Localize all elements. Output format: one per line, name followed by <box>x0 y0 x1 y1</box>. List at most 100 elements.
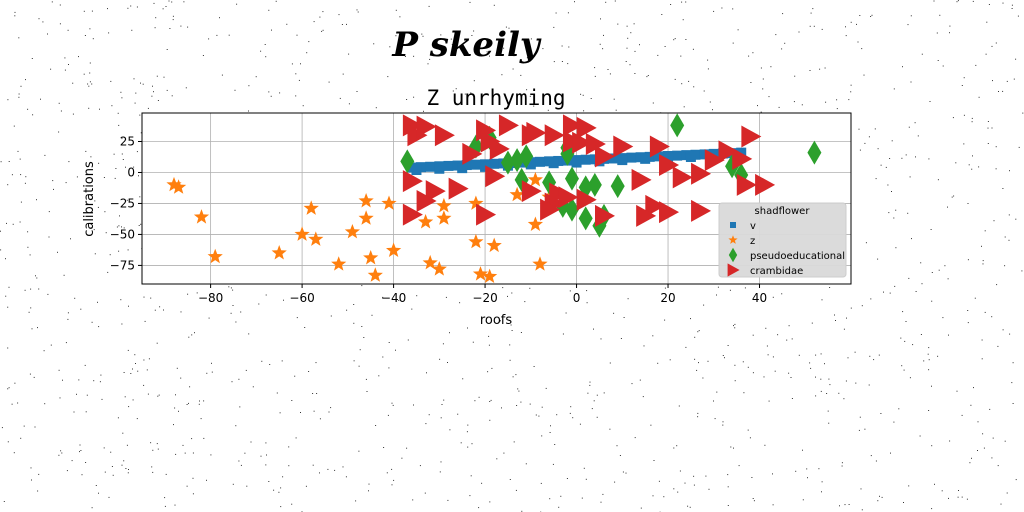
speckle <box>850 84 852 86</box>
speckle <box>750 82 752 83</box>
speckle <box>59 4 61 6</box>
data-point-v <box>480 161 491 172</box>
speckle <box>312 393 314 394</box>
speckle <box>11 174 13 176</box>
speckle <box>760 111 762 113</box>
speckle <box>895 209 897 211</box>
speckle <box>294 375 296 377</box>
speckle <box>898 408 900 410</box>
speckle <box>180 377 182 379</box>
speckle <box>591 408 593 410</box>
speckle <box>327 468 329 470</box>
data-point-v <box>663 153 674 164</box>
speckle <box>104 471 106 473</box>
speckle <box>937 355 939 357</box>
speckle <box>478 396 480 398</box>
speckle <box>140 82 141 84</box>
data-point-crambidae <box>755 173 776 196</box>
speckle <box>1002 90 1004 92</box>
speckle <box>929 101 931 102</box>
speckle <box>970 404 972 406</box>
speckle <box>203 437 205 439</box>
speckle <box>152 85 153 87</box>
speckle <box>99 108 100 110</box>
speckle <box>216 34 218 36</box>
speckle <box>983 447 985 449</box>
data-point-crambidae <box>732 147 753 170</box>
data-point-v <box>425 161 436 172</box>
speckle <box>373 43 375 45</box>
speckle <box>391 484 393 486</box>
speckle <box>146 369 148 371</box>
speckle <box>300 63 301 65</box>
speckle <box>122 159 124 160</box>
speckle <box>48 211 50 213</box>
speckle <box>261 360 263 362</box>
speckle <box>815 395 817 397</box>
speckle <box>271 29 272 31</box>
speckle <box>687 505 689 507</box>
x-axis-label: roofs <box>480 313 513 328</box>
data-point-v <box>548 158 559 169</box>
speckle <box>570 406 572 408</box>
speckle <box>447 362 448 363</box>
speckle <box>854 351 856 353</box>
speckle <box>440 34 442 36</box>
speckle <box>766 345 768 347</box>
speckle <box>931 272 933 273</box>
speckle <box>128 469 129 470</box>
speckle <box>850 307 852 309</box>
speckle <box>88 107 90 109</box>
data-point-crambidae <box>434 124 455 147</box>
speckle <box>511 330 513 331</box>
speckle <box>268 91 270 93</box>
speckle <box>491 367 493 369</box>
speckle <box>279 92 281 94</box>
speckle <box>627 37 629 39</box>
speckle <box>902 66 903 68</box>
speckle <box>844 504 846 506</box>
speckle <box>487 371 489 373</box>
data-point-crambidae <box>594 145 615 168</box>
speckle <box>119 215 120 217</box>
speckle <box>470 475 472 477</box>
speckle <box>143 384 145 386</box>
speckle <box>520 401 522 403</box>
speckle <box>422 35 424 37</box>
speckle <box>734 380 736 382</box>
speckle <box>427 63 429 65</box>
speckle <box>838 392 840 394</box>
speckle <box>322 29 324 31</box>
speckle <box>877 500 879 502</box>
speckle <box>206 372 208 374</box>
speckle <box>273 489 275 491</box>
speckle <box>413 404 414 406</box>
speckle <box>97 206 99 208</box>
speckle <box>961 496 963 498</box>
speckle <box>827 410 829 412</box>
speckle <box>489 401 491 402</box>
speckle <box>387 414 389 416</box>
speckle <box>614 481 616 483</box>
speckle <box>549 498 551 500</box>
data-point-crambidae <box>416 115 437 138</box>
speckle <box>5 258 6 260</box>
speckle <box>791 338 793 340</box>
speckle <box>80 450 82 451</box>
speckle <box>25 176 27 178</box>
speckle <box>589 381 591 383</box>
speckle <box>821 299 823 301</box>
speckle <box>630 32 632 34</box>
speckle <box>757 105 758 107</box>
speckle <box>826 393 828 394</box>
speckle <box>388 367 390 369</box>
speckle <box>670 293 671 295</box>
speckle <box>158 394 160 396</box>
speckle <box>452 90 454 92</box>
speckle <box>443 399 445 401</box>
speckle <box>291 63 293 65</box>
legend-title: shadflower <box>755 206 811 217</box>
speckle <box>732 8 734 10</box>
speckle <box>987 127 989 129</box>
speckle <box>165 6 167 7</box>
